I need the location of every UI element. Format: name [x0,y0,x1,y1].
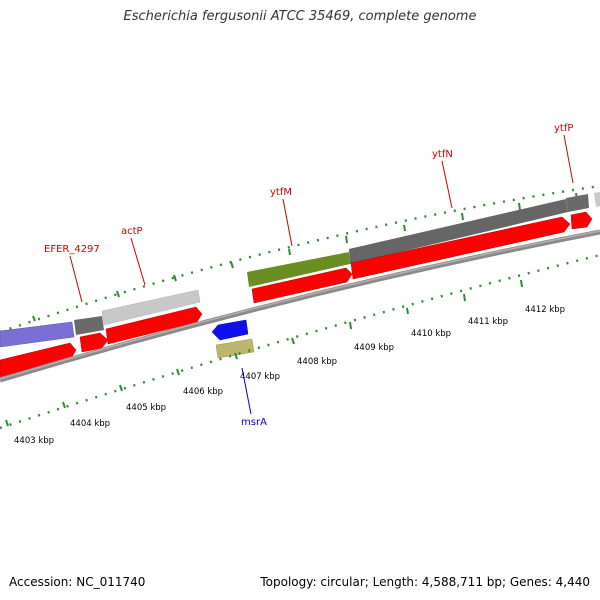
kbp-label: 4405 kbp [126,403,166,413]
gene-label-ytfp[interactable]: ytfP [554,123,573,134]
kbp-label: 4412 kbp [525,305,565,315]
cds-forward[interactable] [0,342,77,378]
kbp-labels: 4403 kbp 4404 kbp 4405 kbp 4406 kbp 4407… [14,305,565,446]
inner-major-tick [463,293,466,302]
gene-label-msra[interactable]: msrA [241,417,267,428]
inner-major-tick [406,307,409,315]
genome-backbone [0,229,600,383]
blast-hit-dark[interactable] [566,194,589,212]
cds-reverse-msra[interactable] [211,319,249,341]
outer-major-tick [461,212,464,221]
leader-actp [130,237,146,286]
blast-hit-dark[interactable] [74,316,104,335]
blast-hit-purple[interactable] [0,321,75,348]
reverse-cds-ring [211,319,255,359]
genome-stats-text: Topology: circular; Length: 4,588,711 bp… [260,575,590,589]
blast-hit-light[interactable] [101,289,201,326]
leader-ytfp [563,134,574,184]
outer-major-tick [32,315,36,322]
accession-text: Accession: NC_011740 [9,575,146,589]
outer-major-tick [288,248,291,256]
outer-major-tick [518,202,521,211]
outer-major-tick [173,274,177,282]
forward-cds-ring [0,211,593,378]
gene-leaders [69,134,574,415]
kbp-label: 4407 kbp [240,372,280,382]
leader-msra [241,367,252,415]
cds-forward-ytfm[interactable] [251,267,353,304]
inner-major-tick [5,419,9,427]
blast-hit-khaki[interactable] [215,338,255,359]
blast-hit-light[interactable] [594,192,600,207]
kbp-label: 4404 kbp [70,419,110,429]
blast-ring [0,192,600,348]
leader-ytfn [441,160,453,209]
kbp-label: 4409 kbp [354,343,394,353]
inner-tick-ring [0,253,600,430]
outer-tick-ring [0,184,600,334]
kbp-label: 4410 kbp [411,329,451,339]
outer-major-tick [116,290,120,298]
outer-major-tick [230,261,234,269]
gene-labels: EFER_4297 actP ytfM ytfN ytfP msrA [44,123,573,428]
genome-backbone-highlight [0,230,600,380]
inner-major-tick [62,401,66,409]
inner-major-tick [119,384,123,392]
inner-major-tick [176,368,180,376]
kbp-label: 4403 kbp [14,436,54,446]
leader-ytfm [282,198,293,247]
gene-label-efer-4297[interactable]: EFER_4297 [44,244,100,255]
gene-label-actp[interactable]: actP [121,226,143,237]
inner-major-tick [234,352,238,360]
blast-hit-olive[interactable] [247,252,350,287]
kbp-label: 4406 kbp [183,387,223,397]
inner-major-tick [520,279,523,288]
cds-forward-efer-4297[interactable] [79,332,109,353]
blast-hit-dark[interactable] [349,199,568,264]
cds-forward-ytfn[interactable] [350,216,571,280]
kbp-label: 4408 kbp [297,357,337,367]
inner-major-tick [349,321,352,330]
outer-major-tick [345,235,348,244]
outer-major-tick [403,224,406,232]
gene-label-ytfn[interactable]: ytfN [432,149,453,160]
gene-label-ytfm[interactable]: ytfM [270,187,292,198]
leader-efer-4297 [69,255,83,303]
map-title: Escherichia fergusonii ATCC 35469, compl… [123,9,477,24]
inner-major-tick [291,337,295,345]
cds-forward-actp[interactable] [105,306,203,345]
cds-forward-ytfp[interactable] [570,211,593,230]
kbp-label: 4411 kbp [468,317,508,327]
